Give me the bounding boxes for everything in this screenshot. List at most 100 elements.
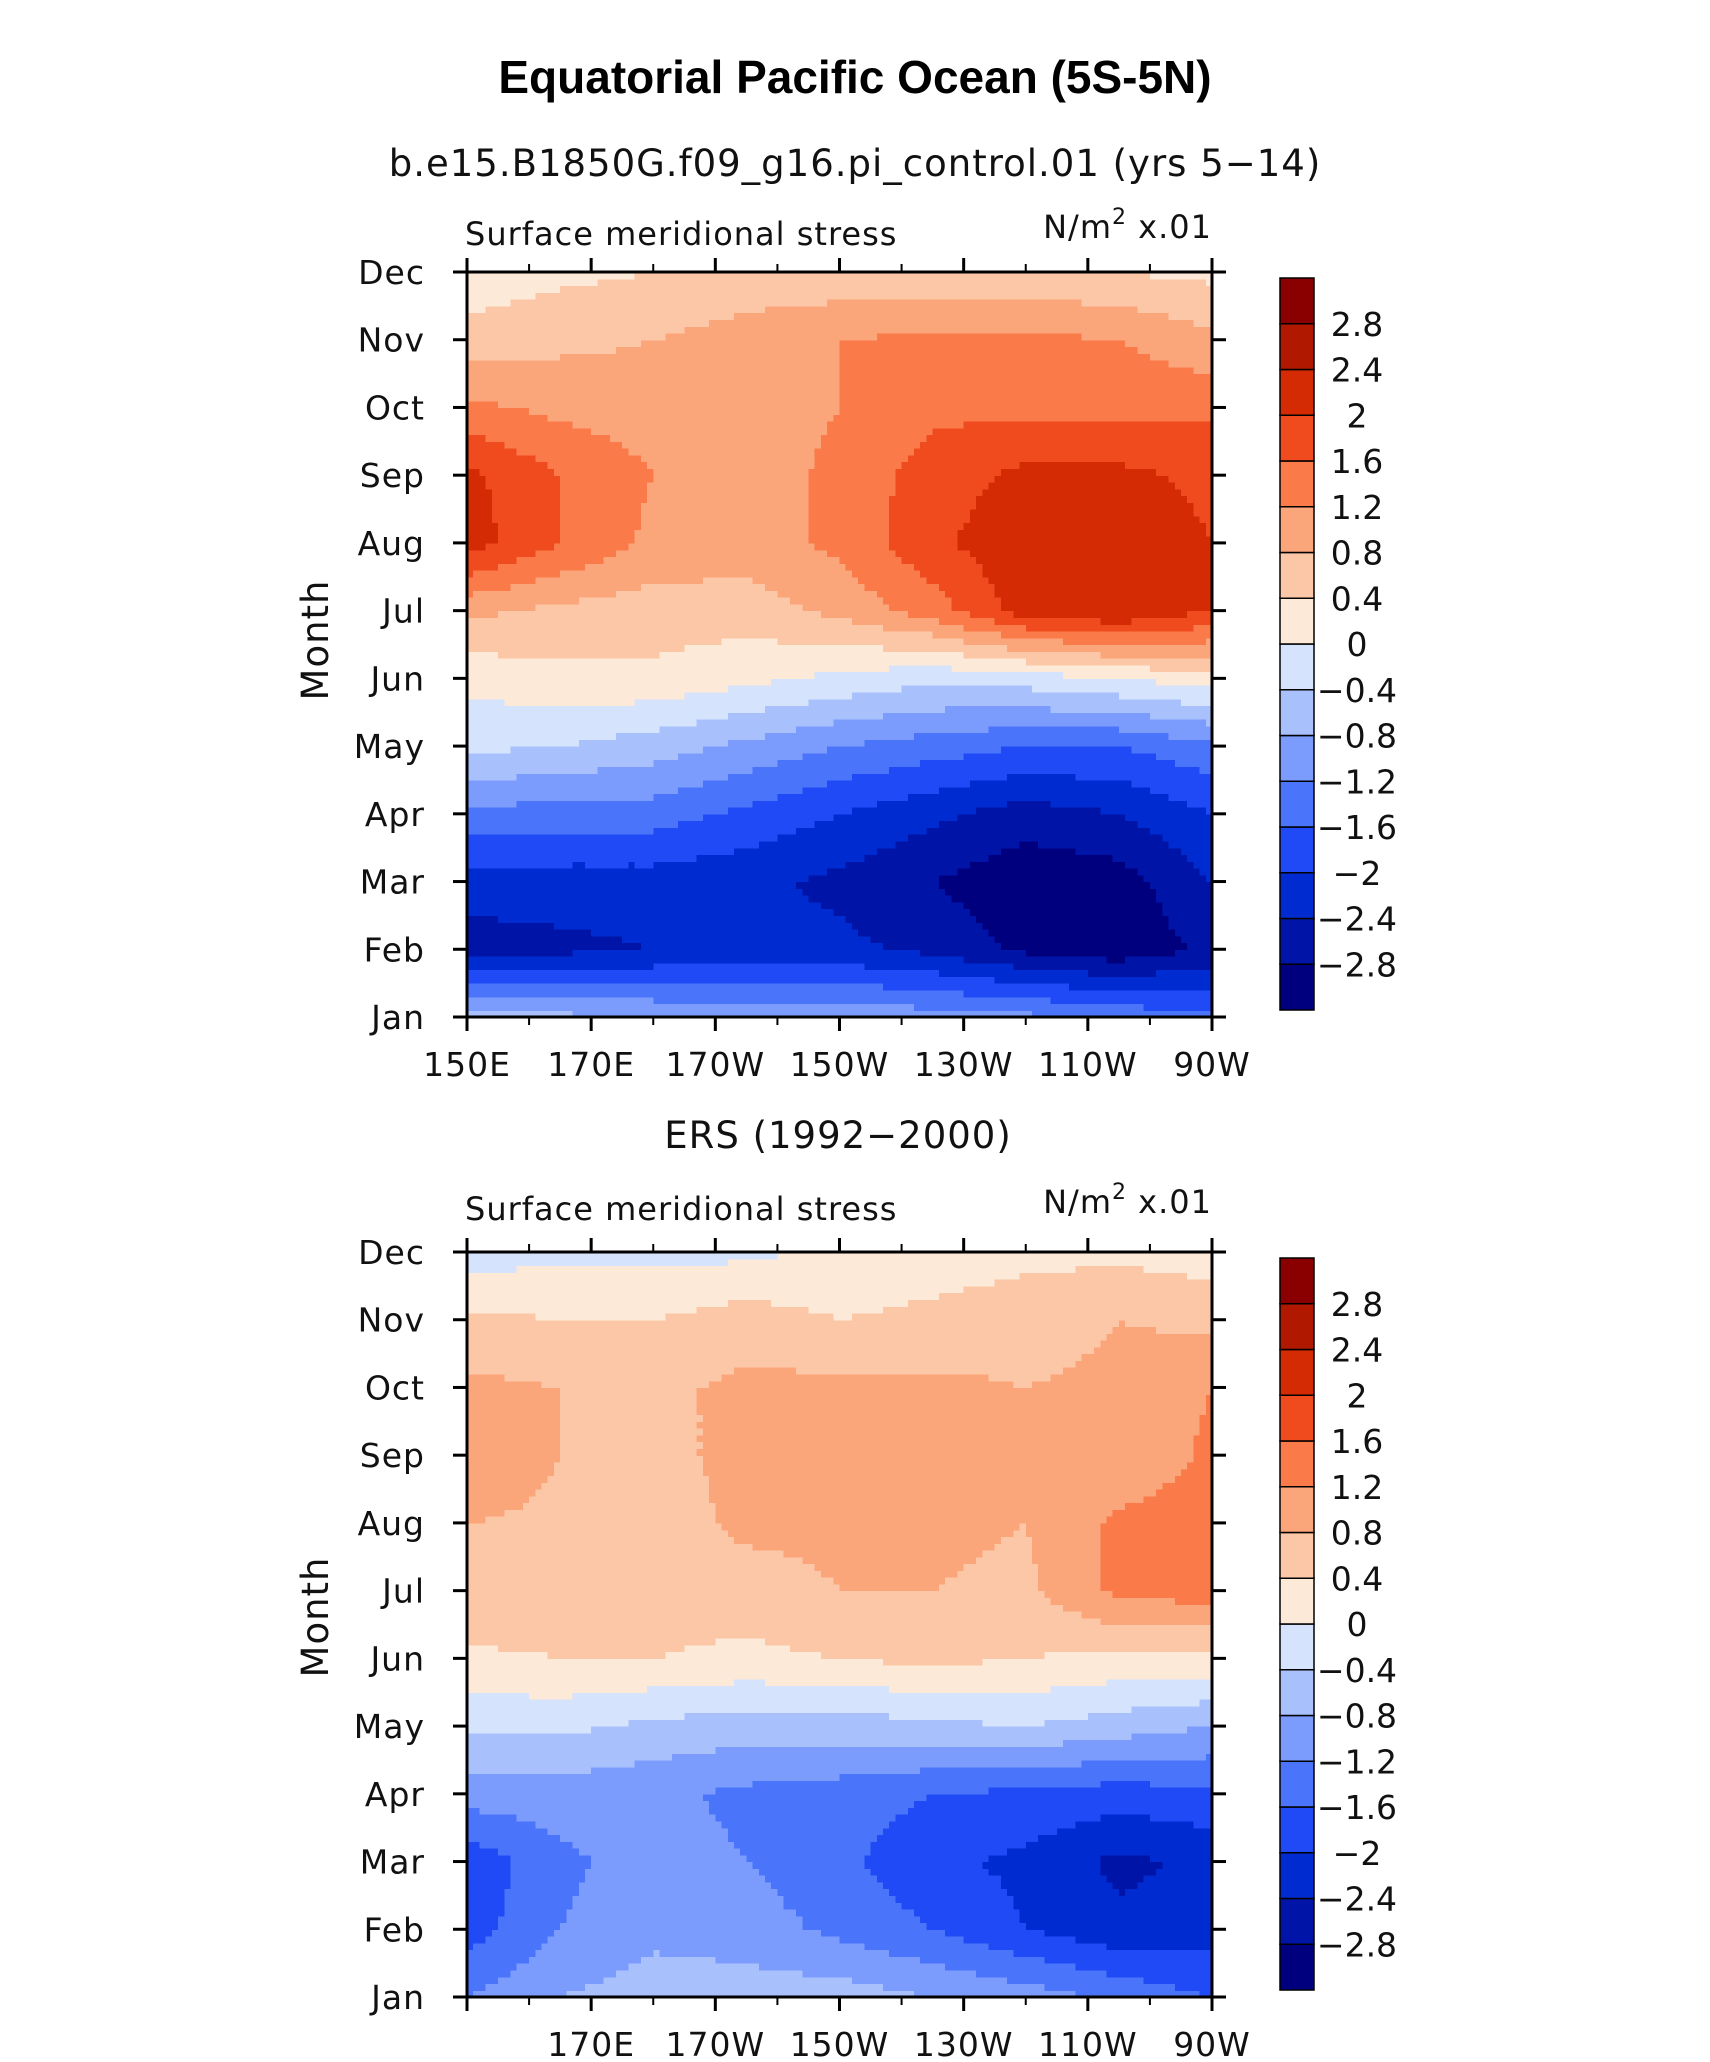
contour-cell — [901, 928, 909, 937]
contour-cell — [746, 807, 754, 815]
contour-cell — [1205, 868, 1212, 876]
contour-cell — [1125, 827, 1132, 835]
contour-cell — [1031, 928, 1039, 937]
contour-cell — [982, 786, 990, 795]
contour-cell — [1025, 915, 1033, 923]
contour-cell — [777, 895, 785, 903]
contour-cell — [969, 922, 977, 930]
contour-cell — [882, 942, 890, 950]
contour-cell — [802, 1003, 810, 1011]
contour-cell — [994, 820, 1002, 828]
contour-cell — [616, 942, 623, 950]
contour-cell — [479, 942, 487, 950]
contour-cell — [535, 888, 543, 896]
contour-cell — [628, 779, 636, 788]
contour-cell — [491, 800, 499, 808]
contour-cell — [467, 881, 474, 889]
contour-cell — [529, 901, 536, 910]
contour-cell — [1174, 773, 1182, 781]
contour-cell — [640, 732, 648, 740]
contour-cell — [870, 834, 878, 842]
contour-cell — [1069, 820, 1077, 828]
contour-cell — [777, 888, 785, 896]
contour-cell — [727, 766, 735, 774]
contour-cell — [994, 895, 1002, 903]
contour-cell — [1149, 773, 1157, 781]
contour-cell — [1007, 976, 1014, 984]
contour-cell — [584, 915, 592, 923]
contour-cell — [721, 989, 729, 998]
contour-cell — [653, 861, 661, 869]
contour-cell — [560, 868, 567, 876]
contour-cell — [1205, 901, 1212, 910]
contour-cell — [510, 793, 518, 801]
contour-cell — [758, 854, 766, 862]
contour-cell — [504, 800, 512, 808]
contour-cell — [1063, 739, 1070, 747]
contour-cell — [572, 773, 580, 781]
contour-cell — [1069, 942, 1077, 950]
contour-cell — [516, 813, 524, 822]
contour-cell — [516, 840, 524, 849]
contour-cell — [926, 949, 934, 957]
contour-cell — [1143, 922, 1151, 930]
contour-cell — [1031, 868, 1039, 876]
contour-cell — [796, 868, 803, 876]
contour-cell — [926, 908, 934, 917]
contour-cell — [566, 820, 574, 828]
contour-cell — [1025, 779, 1033, 788]
contour-cell — [1069, 759, 1077, 768]
contour-cell — [1081, 989, 1089, 998]
contour-cell — [864, 969, 872, 977]
contour-cell — [752, 746, 760, 754]
contour-cell — [1050, 861, 1058, 869]
contour-cell — [1187, 820, 1194, 828]
contour-cell — [1100, 956, 1108, 964]
contour-cell — [473, 868, 481, 876]
contour-cell — [547, 807, 555, 815]
contour-cell — [932, 800, 940, 808]
contour-cell — [845, 800, 853, 808]
contour-cell — [1025, 773, 1033, 781]
contour-cell — [951, 881, 959, 889]
contour-cell — [1149, 861, 1157, 869]
contour-cell — [541, 779, 549, 788]
contour-cell — [945, 868, 952, 876]
contour-cell — [1056, 1010, 1064, 1017]
contour-cell — [858, 732, 865, 740]
contour-cell — [1125, 874, 1132, 883]
contour-cell — [504, 976, 512, 984]
contour-cell — [758, 773, 766, 781]
contour-cell — [802, 928, 810, 937]
contour-cell — [1149, 786, 1157, 795]
contour-cell — [1100, 868, 1108, 876]
contour-cell — [1087, 847, 1095, 856]
contour-cell — [876, 874, 884, 883]
contour-cell — [858, 996, 865, 1005]
contour-cell — [572, 868, 580, 876]
contour-cell — [690, 847, 698, 856]
contour-cell — [1149, 752, 1157, 761]
contour-cell — [1025, 928, 1033, 937]
contour-cell — [1156, 901, 1163, 910]
contour-cell — [721, 786, 729, 795]
contour-cell — [1094, 935, 1101, 944]
contour-cell — [827, 739, 834, 747]
contour-cell — [647, 861, 654, 869]
contour-cell — [1137, 854, 1145, 862]
contour-cell — [758, 881, 766, 889]
contour-cell — [814, 868, 822, 876]
contour-cell — [622, 759, 630, 768]
contour-cell — [547, 793, 555, 801]
contour-cell — [616, 759, 623, 768]
contour-cell — [1087, 976, 1095, 984]
contour-cell — [690, 752, 698, 761]
contour-cell — [1199, 976, 1207, 984]
contour-cell — [647, 813, 654, 822]
contour-cell — [1137, 922, 1145, 930]
contour-cell — [597, 840, 605, 849]
contour-cell — [1187, 915, 1194, 923]
contour-cell — [1094, 1003, 1101, 1011]
contour-cell — [1131, 739, 1139, 747]
contour-cell — [1106, 962, 1114, 971]
